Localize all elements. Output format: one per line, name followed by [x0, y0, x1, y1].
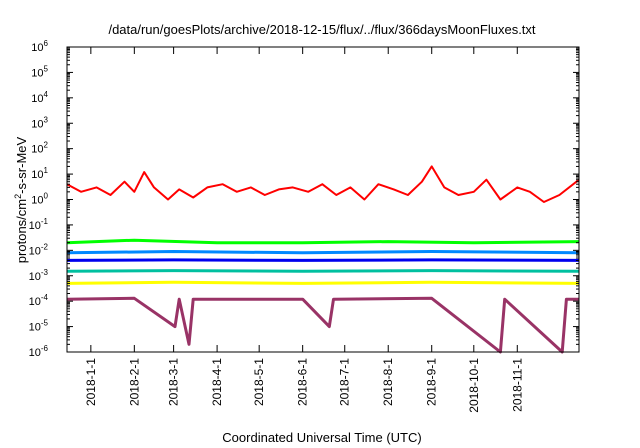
series-line-6 [66, 280, 580, 285]
x-axis: 2018-1-1 2018-2-1 2018-3-1 2018-4-1 2018-5-1… [84, 47, 524, 413]
series-layer [66, 165, 580, 354]
x-axis-label: Coordinated Universal Time (UTC) [222, 430, 421, 445]
y-tick-label: 10-5 [29, 319, 49, 334]
x-tick-label: 2018-1-1 [84, 358, 98, 406]
x-tick-label: 2018-2-1 [127, 358, 141, 406]
y-tick-label: 103 [31, 115, 48, 130]
chart-title: /data/run/goesPlots/archive/2018-12-15/f… [108, 22, 535, 37]
y-axis-label-suffix: -s-sr-MeV [14, 136, 29, 193]
y-tick-label: 10-2 [29, 242, 49, 257]
y-tick-label: 10-4 [29, 293, 49, 308]
y-tick-label: 10-6 [29, 344, 49, 359]
x-tick-label: 2018-9-1 [425, 358, 439, 406]
x-tick-label: 2018-7-1 [338, 358, 352, 406]
y-axis-label-prefix: protons/cm [14, 199, 29, 263]
series-line-5 [66, 269, 580, 273]
y-axis-label-superscript: 2 [13, 194, 23, 199]
x-tick-label: 2018-5-1 [252, 358, 266, 406]
y-axis: 10-6 10-5 10-4 10-3 10-2 10-1 100 101 102 103 104 1… [29, 39, 579, 359]
y-tick-label: 10-1 [29, 217, 49, 232]
y-tick-label: 101 [31, 166, 48, 181]
series-line-7 [66, 296, 579, 354]
series-line-2 [66, 238, 580, 245]
y-axis-label: protons/cm2-s-sr-MeV [13, 136, 29, 263]
y-tick-label: 105 [31, 64, 48, 79]
series-line-4 [66, 258, 580, 262]
y-tick-label: 10-3 [29, 268, 49, 283]
y-tick-label: 106 [31, 39, 48, 54]
x-tick-label: 2018-10-1 [467, 358, 481, 413]
x-tick-label: 2018-4-1 [210, 358, 224, 406]
x-tick-label: 2018-8-1 [381, 358, 395, 406]
x-tick-label: 2018-11-1 [510, 358, 524, 412]
x-tick-label: 2018-6-1 [296, 358, 310, 406]
series-line-1 [66, 165, 580, 203]
y-tick-label: 104 [31, 90, 48, 105]
series-line-3 [66, 250, 580, 255]
y-tick-label: 100 [31, 192, 48, 207]
x-tick-label: 2018-3-1 [167, 358, 181, 406]
y-tick-label: 102 [31, 141, 48, 156]
